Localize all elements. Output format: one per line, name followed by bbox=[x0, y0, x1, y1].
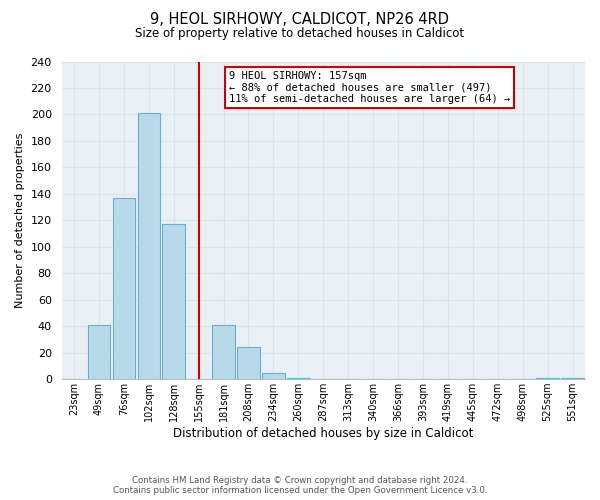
Bar bbox=[212, 325, 235, 379]
Y-axis label: Number of detached properties: Number of detached properties bbox=[15, 132, 25, 308]
X-axis label: Distribution of detached houses by size in Caldicot: Distribution of detached houses by size … bbox=[173, 427, 473, 440]
Bar bbox=[88, 325, 110, 379]
Bar bbox=[137, 113, 160, 379]
Text: Contains HM Land Registry data © Crown copyright and database right 2024.
Contai: Contains HM Land Registry data © Crown c… bbox=[113, 476, 487, 495]
Text: 9, HEOL SIRHOWY, CALDICOT, NP26 4RD: 9, HEOL SIRHOWY, CALDICOT, NP26 4RD bbox=[151, 12, 449, 28]
Bar bbox=[237, 348, 260, 379]
Bar bbox=[163, 224, 185, 379]
Bar bbox=[113, 198, 135, 379]
Text: 9 HEOL SIRHOWY: 157sqm
← 88% of detached houses are smaller (497)
11% of semi-de: 9 HEOL SIRHOWY: 157sqm ← 88% of detached… bbox=[229, 71, 510, 104]
Bar bbox=[536, 378, 559, 379]
Bar bbox=[562, 378, 584, 379]
Text: Size of property relative to detached houses in Caldicot: Size of property relative to detached ho… bbox=[136, 26, 464, 40]
Bar bbox=[262, 372, 284, 379]
Bar bbox=[287, 378, 310, 379]
